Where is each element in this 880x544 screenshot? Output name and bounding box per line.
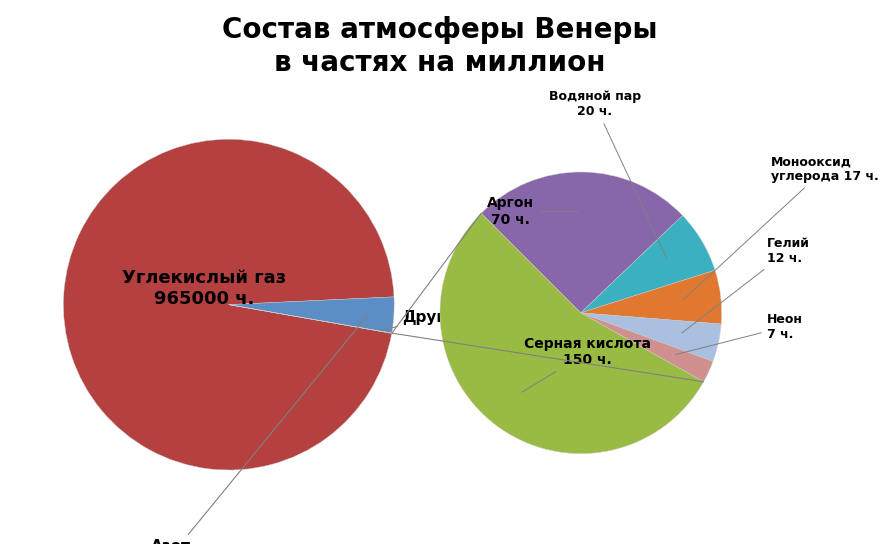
Wedge shape (581, 270, 722, 324)
Wedge shape (481, 172, 683, 313)
Text: Состав атмосферы Венеры
в частях на миллион: Состав атмосферы Венеры в частях на милл… (223, 16, 657, 77)
Text: Неон
7 ч.: Неон 7 ч. (676, 313, 803, 355)
Wedge shape (63, 139, 394, 470)
Wedge shape (581, 215, 715, 313)
Text: Водяной пар
20 ч.: Водяной пар 20 ч. (549, 90, 667, 258)
Wedge shape (229, 305, 392, 333)
Text: Другие: Другие (381, 311, 466, 330)
Wedge shape (229, 297, 394, 333)
Text: Серная кислота
150 ч.: Серная кислота 150 ч. (522, 337, 651, 392)
Text: Монооксид
углерода 17 ч.: Монооксид углерода 17 ч. (684, 155, 878, 299)
Wedge shape (581, 313, 713, 382)
Wedge shape (440, 213, 703, 454)
Wedge shape (581, 313, 721, 361)
Text: Аргон
70 ч.: Аргон 70 ч. (487, 196, 579, 226)
Text: Гелий
12 ч.: Гелий 12 ч. (682, 237, 810, 333)
Text: Углекислый газ
965000 ч.: Углекислый газ 965000 ч. (122, 269, 286, 307)
Text: Азот
35000 ч.: Азот 35000 ч. (134, 316, 367, 544)
